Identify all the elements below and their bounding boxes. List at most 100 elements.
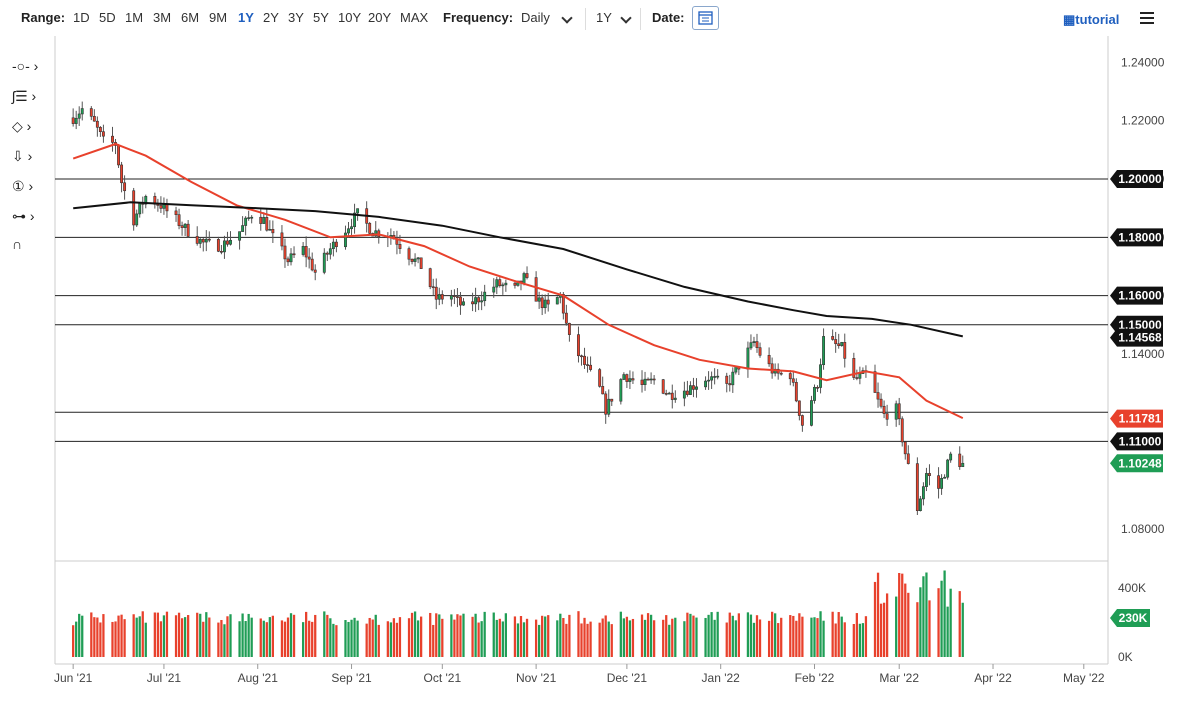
- volume-bar: [686, 612, 689, 657]
- candle-down: [407, 248, 411, 260]
- volume-bar: [289, 613, 293, 657]
- candle-down: [906, 453, 910, 464]
- candle-down: [334, 241, 338, 248]
- candle-up: [483, 291, 487, 302]
- range-button-10y[interactable]: 10Y: [338, 10, 362, 25]
- volume-bar: [901, 573, 904, 657]
- volume-bar: [90, 612, 93, 657]
- volume-bar: [229, 614, 232, 657]
- calendar-icon: [698, 11, 713, 25]
- volume-bar: [474, 613, 477, 657]
- line-tool-icon[interactable]: -○- ›: [12, 58, 39, 74]
- frequency-select[interactable]: Daily: [521, 10, 550, 25]
- volume-bar: [746, 612, 750, 657]
- candle-down: [546, 299, 550, 305]
- range-button-9m[interactable]: 9M: [209, 10, 228, 25]
- annotation-tool-icon[interactable]: ① ›: [12, 178, 34, 194]
- candle-up: [858, 373, 862, 379]
- menu-icon[interactable]: [1140, 12, 1154, 27]
- volume-bar: [377, 624, 380, 657]
- volume-bar: [429, 612, 432, 657]
- volume-bar: [547, 615, 550, 657]
- volume-bar: [589, 621, 592, 657]
- volume-bar: [81, 615, 84, 657]
- candle-up: [622, 374, 626, 380]
- candle-down: [794, 382, 798, 402]
- fibonacci-tool-icon[interactable]: ʃ☰ ›: [12, 88, 37, 104]
- volume-bar: [138, 616, 141, 657]
- range-button-2y[interactable]: 2Y: [263, 10, 279, 25]
- volume-bar: [695, 617, 698, 657]
- tutorial-link[interactable]: ▦tutorial: [1063, 12, 1120, 27]
- ma-long-badge-bg: [1110, 328, 1163, 347]
- arrow-down-tool-icon[interactable]: ⇩ ›: [12, 148, 33, 164]
- candle-up: [262, 217, 266, 224]
- measure-tool-icon[interactable]: ⊶ ›: [12, 208, 35, 224]
- volume-bar: [450, 614, 453, 657]
- volume-bar: [217, 622, 220, 657]
- candle-down: [788, 373, 792, 380]
- candle-down: [567, 322, 571, 335]
- candle-down: [271, 229, 275, 234]
- volume-bar: [649, 614, 653, 657]
- shapes-tool-icon[interactable]: ◇ ›: [12, 118, 32, 134]
- candle-up: [480, 300, 484, 303]
- volume-bar: [241, 613, 244, 657]
- candle-up: [135, 213, 139, 226]
- candle-up: [710, 376, 714, 381]
- candle-down: [915, 463, 919, 512]
- frequency-label: Frequency:: [443, 10, 514, 25]
- volume-bar: [622, 618, 625, 657]
- volume-bar: [480, 621, 483, 657]
- range-button-5d[interactable]: 5D: [99, 10, 116, 25]
- x-tick-label: Sep '21: [331, 671, 372, 685]
- volume-bar: [135, 617, 138, 657]
- volume-bar: [607, 621, 610, 657]
- volume-bar: [671, 618, 674, 657]
- volume-bar: [398, 617, 402, 657]
- x-tick-label: Dec '21: [607, 671, 648, 685]
- candle-up: [474, 297, 478, 305]
- candle-down: [95, 120, 99, 128]
- candle-up: [268, 229, 272, 231]
- candle-down: [265, 217, 269, 231]
- volume-bar: [559, 613, 562, 657]
- candle-down: [132, 190, 136, 226]
- volume-bar: [483, 611, 486, 657]
- magnet-icon[interactable]: ∩: [12, 236, 23, 252]
- range-button-5y[interactable]: 5Y: [313, 10, 329, 25]
- volume-bar: [937, 588, 940, 657]
- range-button-1m[interactable]: 1M: [125, 10, 144, 25]
- volume-bar: [598, 622, 601, 657]
- volume-bar: [816, 618, 819, 657]
- range-button-3y[interactable]: 3Y: [288, 10, 304, 25]
- range-button-3m[interactable]: 3M: [153, 10, 172, 25]
- candle-up: [413, 258, 417, 262]
- level-badge-bg: [1110, 170, 1163, 189]
- candle-down: [456, 296, 459, 298]
- volume-bar: [501, 621, 504, 657]
- volume-bar: [943, 570, 946, 657]
- range-button-max[interactable]: MAX: [400, 10, 429, 25]
- last-price-badge-bg: [1110, 454, 1163, 473]
- candle-down: [767, 354, 771, 365]
- candle-up: [347, 228, 350, 234]
- range-button-6m[interactable]: 6M: [181, 10, 200, 25]
- candle-down: [186, 223, 190, 237]
- range-button-1d[interactable]: 1D: [73, 10, 90, 25]
- period-select[interactable]: 1Y: [596, 10, 612, 25]
- candle-down: [292, 253, 296, 256]
- volume-bar: [725, 622, 728, 657]
- candle-down: [652, 378, 656, 381]
- volume-bar: [199, 613, 202, 657]
- candle-up: [229, 239, 232, 245]
- range-button-1y[interactable]: 1Y: [238, 10, 254, 25]
- range-button-20y[interactable]: 20Y: [368, 10, 392, 25]
- candle-down: [304, 246, 308, 258]
- candle-up: [752, 341, 756, 343]
- volume-bar: [196, 612, 199, 657]
- candle-up: [918, 498, 922, 512]
- date-picker-button[interactable]: [692, 6, 719, 30]
- volume-bar: [586, 623, 589, 657]
